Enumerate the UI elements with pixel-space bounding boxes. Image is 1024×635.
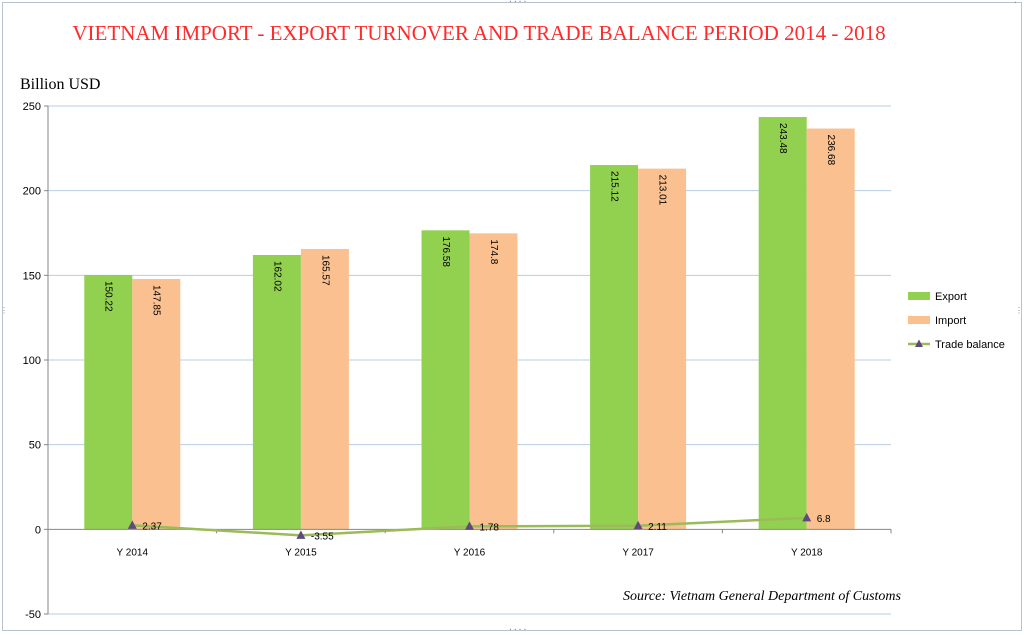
import-value-label: 147.85 [151, 285, 162, 316]
import-bar [132, 278, 181, 530]
export-bar [84, 274, 133, 530]
import-value-label: 213.01 [656, 175, 667, 206]
resize-handle-top[interactable]: ···· [508, 0, 528, 6]
export-bar [252, 254, 301, 530]
import-bar [469, 233, 518, 530]
export-value-label: 243.48 [777, 123, 788, 154]
legend: Export Import Trade balance [908, 291, 1005, 351]
import-value-label: 174.8 [488, 239, 499, 264]
chart-svg: VIETNAM IMPORT - EXPORT TURNOVER AND TRA… [20, 21, 1005, 621]
resize-handle-left[interactable]: ⋮ [0, 306, 8, 315]
export-value-label: 215.12 [608, 171, 619, 202]
trade-balance-line [127, 512, 812, 539]
y-tick-label: 250 [23, 101, 41, 113]
trade-balance-value-label: -3.55 [311, 531, 334, 542]
resize-handle-corner[interactable]: · [1013, 0, 1018, 7]
y-tick-label: 100 [23, 355, 41, 367]
export-bar [421, 230, 470, 530]
import-bar [638, 168, 687, 530]
import-legend-swatch [908, 316, 930, 324]
export-bar [590, 165, 639, 530]
trade-balance-marker [802, 512, 812, 522]
trade-balance-value-label: 1.78 [480, 522, 500, 533]
x-category-label: Y 2016 [454, 547, 486, 558]
x-category-label: Y 2018 [791, 547, 823, 558]
trade-balance-marker [633, 520, 643, 530]
trade-balance-value-label: 2.37 [142, 521, 162, 532]
import-bar [300, 248, 349, 530]
export-value-label: 150.22 [103, 281, 114, 312]
resize-handle-bottom[interactable]: ···· [508, 625, 528, 634]
data-labels: 150.22 147.85 162.02 165.57 176.58 174.8 215.1… [103, 123, 836, 542]
y-axis-label: Billion USD [20, 76, 100, 93]
legend-label: Export [935, 291, 967, 303]
y-tick-label: 200 [23, 186, 41, 198]
axes: -50 0 50 100 150 200 250 Y 2014 Y 2015 Y 2016 Y 20… [23, 101, 892, 621]
y-tick-label: 0 [35, 524, 41, 536]
import-value-label: 236.68 [825, 135, 836, 166]
trade-balance-value-label: 2.11 [648, 522, 667, 533]
legend-label: Trade balance [935, 339, 1005, 351]
export-bar [758, 117, 807, 530]
legend-label: Import [935, 315, 966, 327]
trade-balance-value-label: 6.8 [817, 514, 831, 525]
source-note: Source: Vietnam General Department of Cu… [623, 589, 902, 604]
y-tick-label: -50 [25, 609, 41, 621]
trade-balance-marker [127, 520, 137, 529]
import-bar [806, 128, 855, 530]
resize-handle-right[interactable]: ⋮ [1015, 306, 1023, 315]
export-value-label: 176.58 [440, 236, 451, 267]
x-category-label: Y 2017 [622, 547, 654, 558]
trade-balance-legend-marker [915, 339, 923, 347]
y-tick-label: 50 [29, 440, 41, 452]
x-category-label: Y 2015 [285, 547, 317, 558]
chart-title: VIETNAM IMPORT - EXPORT TURNOVER AND TRA… [72, 21, 885, 45]
import-value-label: 165.57 [319, 255, 330, 286]
export-value-label: 162.02 [271, 261, 282, 292]
x-category-label: Y 2014 [117, 547, 149, 558]
trade-balance-marker [465, 521, 474, 530]
trade-balance-marker [296, 530, 306, 539]
bars [84, 117, 855, 530]
y-tick-label: 150 [23, 270, 41, 282]
export-legend-swatch [908, 292, 930, 300]
